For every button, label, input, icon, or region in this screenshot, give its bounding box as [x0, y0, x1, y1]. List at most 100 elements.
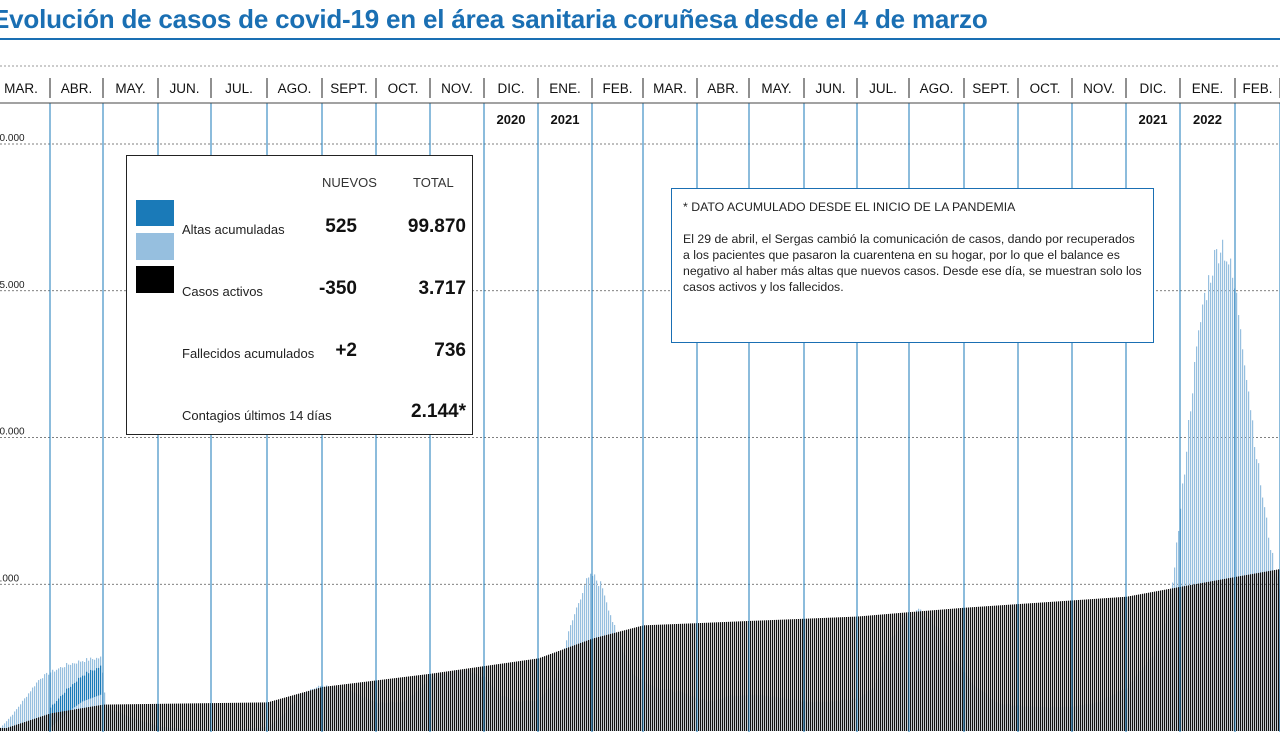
bar-fallecidos	[740, 621, 742, 731]
bar-fallecidos	[1074, 600, 1076, 731]
bar-fallecidos	[336, 685, 338, 731]
bar-fallecidos	[118, 704, 120, 731]
bar-fallecidos	[1024, 603, 1026, 731]
bar-fallecidos	[1048, 602, 1050, 731]
bar-fallecidos	[1262, 572, 1264, 731]
bar-fallecidos	[924, 610, 926, 731]
bar-fallecidos	[106, 704, 108, 731]
bar-activos	[1216, 249, 1218, 731]
bar-fallecidos	[10, 726, 12, 731]
year-label: 2020	[497, 112, 526, 127]
y-tick-label: 15.000	[0, 280, 25, 291]
bar-fallecidos	[846, 616, 848, 731]
bar-fallecidos	[920, 611, 922, 731]
bar-fallecidos	[34, 718, 36, 731]
bar-fallecidos	[1116, 597, 1118, 731]
bar-fallecidos	[790, 619, 792, 731]
bar-activos	[20, 704, 22, 731]
bar-fallecidos	[48, 714, 50, 731]
bar-fallecidos	[148, 703, 150, 731]
bar-fallecidos	[894, 613, 896, 731]
month-label: NOV.	[1083, 81, 1115, 96]
bar-activos	[1194, 361, 1196, 731]
bar-fallecidos	[778, 619, 780, 731]
bar-fallecidos	[1028, 603, 1030, 731]
bar-activos	[1228, 264, 1230, 731]
bar-fallecidos	[880, 614, 882, 731]
bar-fallecidos	[540, 657, 542, 731]
bar-fallecidos	[104, 704, 106, 731]
chart-title: Evolución de casos de covid-19 en el áre…	[0, 4, 988, 34]
bar-fallecidos	[874, 615, 876, 731]
month-label: ENE.	[1192, 81, 1224, 96]
bar-fallecidos	[396, 677, 398, 731]
bar-fallecidos	[18, 724, 20, 731]
bar-fallecidos	[868, 615, 870, 731]
bar-fallecidos	[462, 669, 464, 731]
bar-fallecidos	[248, 702, 250, 731]
bar-activos	[36, 682, 38, 731]
month-label: FEB.	[1242, 81, 1272, 96]
bar-fallecidos	[598, 636, 600, 731]
bar-fallecidos	[294, 694, 296, 731]
bar-fallecidos	[1172, 588, 1174, 731]
bar-fallecidos	[1254, 573, 1256, 731]
bar-fallecidos	[556, 651, 558, 731]
bar-fallecidos	[716, 622, 718, 731]
bar-fallecidos	[864, 615, 866, 731]
bar-fallecidos	[708, 622, 710, 731]
bar-fallecidos	[616, 632, 618, 731]
bar-altas	[72, 684, 74, 709]
bar-fallecidos	[1046, 602, 1048, 731]
month-label: NOV.	[441, 81, 473, 96]
bar-fallecidos	[74, 709, 76, 731]
bar-fallecidos	[712, 622, 714, 731]
bar-fallecidos	[242, 702, 244, 731]
bar-fallecidos	[386, 679, 388, 731]
bar-fallecidos	[524, 660, 526, 731]
bar-activos	[4, 723, 6, 731]
bar-fallecidos	[166, 703, 168, 731]
bar-fallecidos	[974, 607, 976, 731]
bar-fallecidos	[448, 671, 450, 731]
month-label: JUN.	[816, 81, 846, 96]
bar-altas	[80, 677, 82, 703]
bar-fallecidos	[850, 616, 852, 731]
bar-activos	[16, 709, 18, 731]
bar-fallecidos	[990, 605, 992, 731]
bar-fallecidos	[198, 703, 200, 731]
bar-fallecidos	[742, 621, 744, 731]
bar-fallecidos	[624, 630, 626, 731]
bar-fallecidos	[884, 614, 886, 731]
bar-fallecidos	[112, 704, 114, 731]
bar-fallecidos	[936, 609, 938, 731]
bar-fallecidos	[282, 698, 284, 731]
bar-fallecidos	[474, 667, 476, 731]
bar-fallecidos	[302, 692, 304, 731]
bar-fallecidos	[1216, 580, 1218, 731]
bar-fallecidos	[1274, 570, 1276, 731]
bar-activos	[1242, 349, 1244, 731]
bar-fallecidos	[284, 697, 286, 731]
bar-fallecidos	[322, 686, 324, 731]
bar-fallecidos	[1146, 593, 1148, 731]
bar-fallecidos	[1068, 600, 1070, 731]
bar-fallecidos	[208, 703, 210, 731]
bar-fallecidos	[26, 721, 28, 731]
bar-fallecidos	[698, 623, 700, 731]
bar-fallecidos	[660, 624, 662, 731]
bar-fallecidos	[532, 659, 534, 731]
bar-fallecidos	[1042, 602, 1044, 731]
bar-fallecidos	[300, 693, 302, 731]
bar-fallecidos	[404, 676, 406, 731]
bar-fallecidos	[636, 627, 638, 731]
bar-activos	[1202, 304, 1204, 731]
bar-fallecidos	[792, 619, 794, 731]
bar-activos	[1212, 275, 1214, 731]
bar-fallecidos	[1120, 597, 1122, 731]
bar-fallecidos	[98, 705, 100, 731]
bar-fallecidos	[674, 624, 676, 731]
bar-fallecidos	[872, 615, 874, 731]
bar-fallecidos	[978, 606, 980, 731]
